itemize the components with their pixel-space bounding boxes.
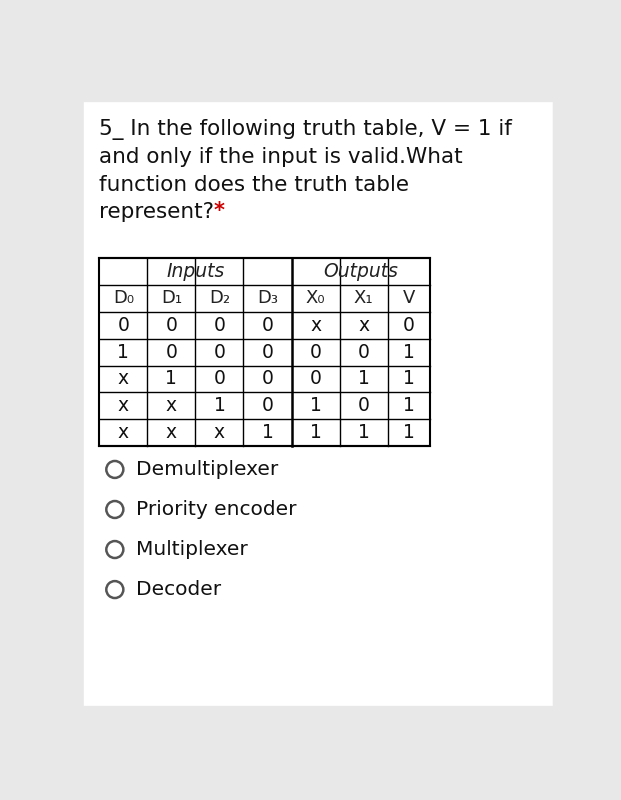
Text: 1: 1 xyxy=(310,423,322,442)
Text: 1: 1 xyxy=(310,397,322,415)
Text: 0: 0 xyxy=(310,342,322,362)
Text: x: x xyxy=(214,423,225,442)
FancyBboxPatch shape xyxy=(84,102,553,706)
Text: 0: 0 xyxy=(261,397,273,415)
Text: V: V xyxy=(403,289,415,307)
Text: 0: 0 xyxy=(117,315,129,334)
Text: Inputs: Inputs xyxy=(166,262,225,281)
Text: 1: 1 xyxy=(117,342,129,362)
Text: 0: 0 xyxy=(214,342,225,362)
Text: 1: 1 xyxy=(403,397,415,415)
Text: 1: 1 xyxy=(403,342,415,362)
Text: 0: 0 xyxy=(358,397,369,415)
Text: x: x xyxy=(166,423,177,442)
Text: 5_ In the following truth table, V = 1 if: 5_ In the following truth table, V = 1 i… xyxy=(99,119,512,140)
Text: 0: 0 xyxy=(261,315,273,334)
Circle shape xyxy=(106,461,124,478)
Text: X₁: X₁ xyxy=(354,289,373,307)
Text: Multiplexer: Multiplexer xyxy=(136,540,248,559)
Text: Priority encoder: Priority encoder xyxy=(136,500,296,519)
Text: 0: 0 xyxy=(358,342,369,362)
Text: x: x xyxy=(166,397,177,415)
Text: *: * xyxy=(214,201,225,221)
Text: 0: 0 xyxy=(214,370,225,389)
Text: and only if the input is valid.What: and only if the input is valid.What xyxy=(99,147,463,167)
Text: x: x xyxy=(310,315,321,334)
Text: 1: 1 xyxy=(261,423,273,442)
Text: 0: 0 xyxy=(214,315,225,334)
Text: x: x xyxy=(358,315,369,334)
Text: D₁: D₁ xyxy=(161,289,182,307)
Text: x: x xyxy=(118,370,129,389)
Text: D₀: D₀ xyxy=(113,289,134,307)
Circle shape xyxy=(106,541,124,558)
Text: 1: 1 xyxy=(358,370,369,389)
Text: x: x xyxy=(118,423,129,442)
Bar xyxy=(99,258,430,446)
Text: 1: 1 xyxy=(358,423,369,442)
Text: Decoder: Decoder xyxy=(136,580,221,599)
Text: 1: 1 xyxy=(165,370,178,389)
Text: 0: 0 xyxy=(310,370,322,389)
Text: Outputs: Outputs xyxy=(324,262,398,281)
Circle shape xyxy=(106,581,124,598)
Text: represent?: represent? xyxy=(99,202,214,222)
Text: 1: 1 xyxy=(214,397,225,415)
Text: 0: 0 xyxy=(403,315,415,334)
Text: function does the truth table: function does the truth table xyxy=(99,174,409,194)
Text: 0: 0 xyxy=(165,342,178,362)
Text: 1: 1 xyxy=(403,423,415,442)
Text: D₂: D₂ xyxy=(209,289,230,307)
Text: X₀: X₀ xyxy=(306,289,325,307)
Circle shape xyxy=(106,501,124,518)
Text: D₃: D₃ xyxy=(257,289,278,307)
Text: 0: 0 xyxy=(165,315,178,334)
Text: 1: 1 xyxy=(403,370,415,389)
Text: 0: 0 xyxy=(261,342,273,362)
Text: 0: 0 xyxy=(261,370,273,389)
Text: Demultiplexer: Demultiplexer xyxy=(136,460,278,479)
Text: x: x xyxy=(118,397,129,415)
